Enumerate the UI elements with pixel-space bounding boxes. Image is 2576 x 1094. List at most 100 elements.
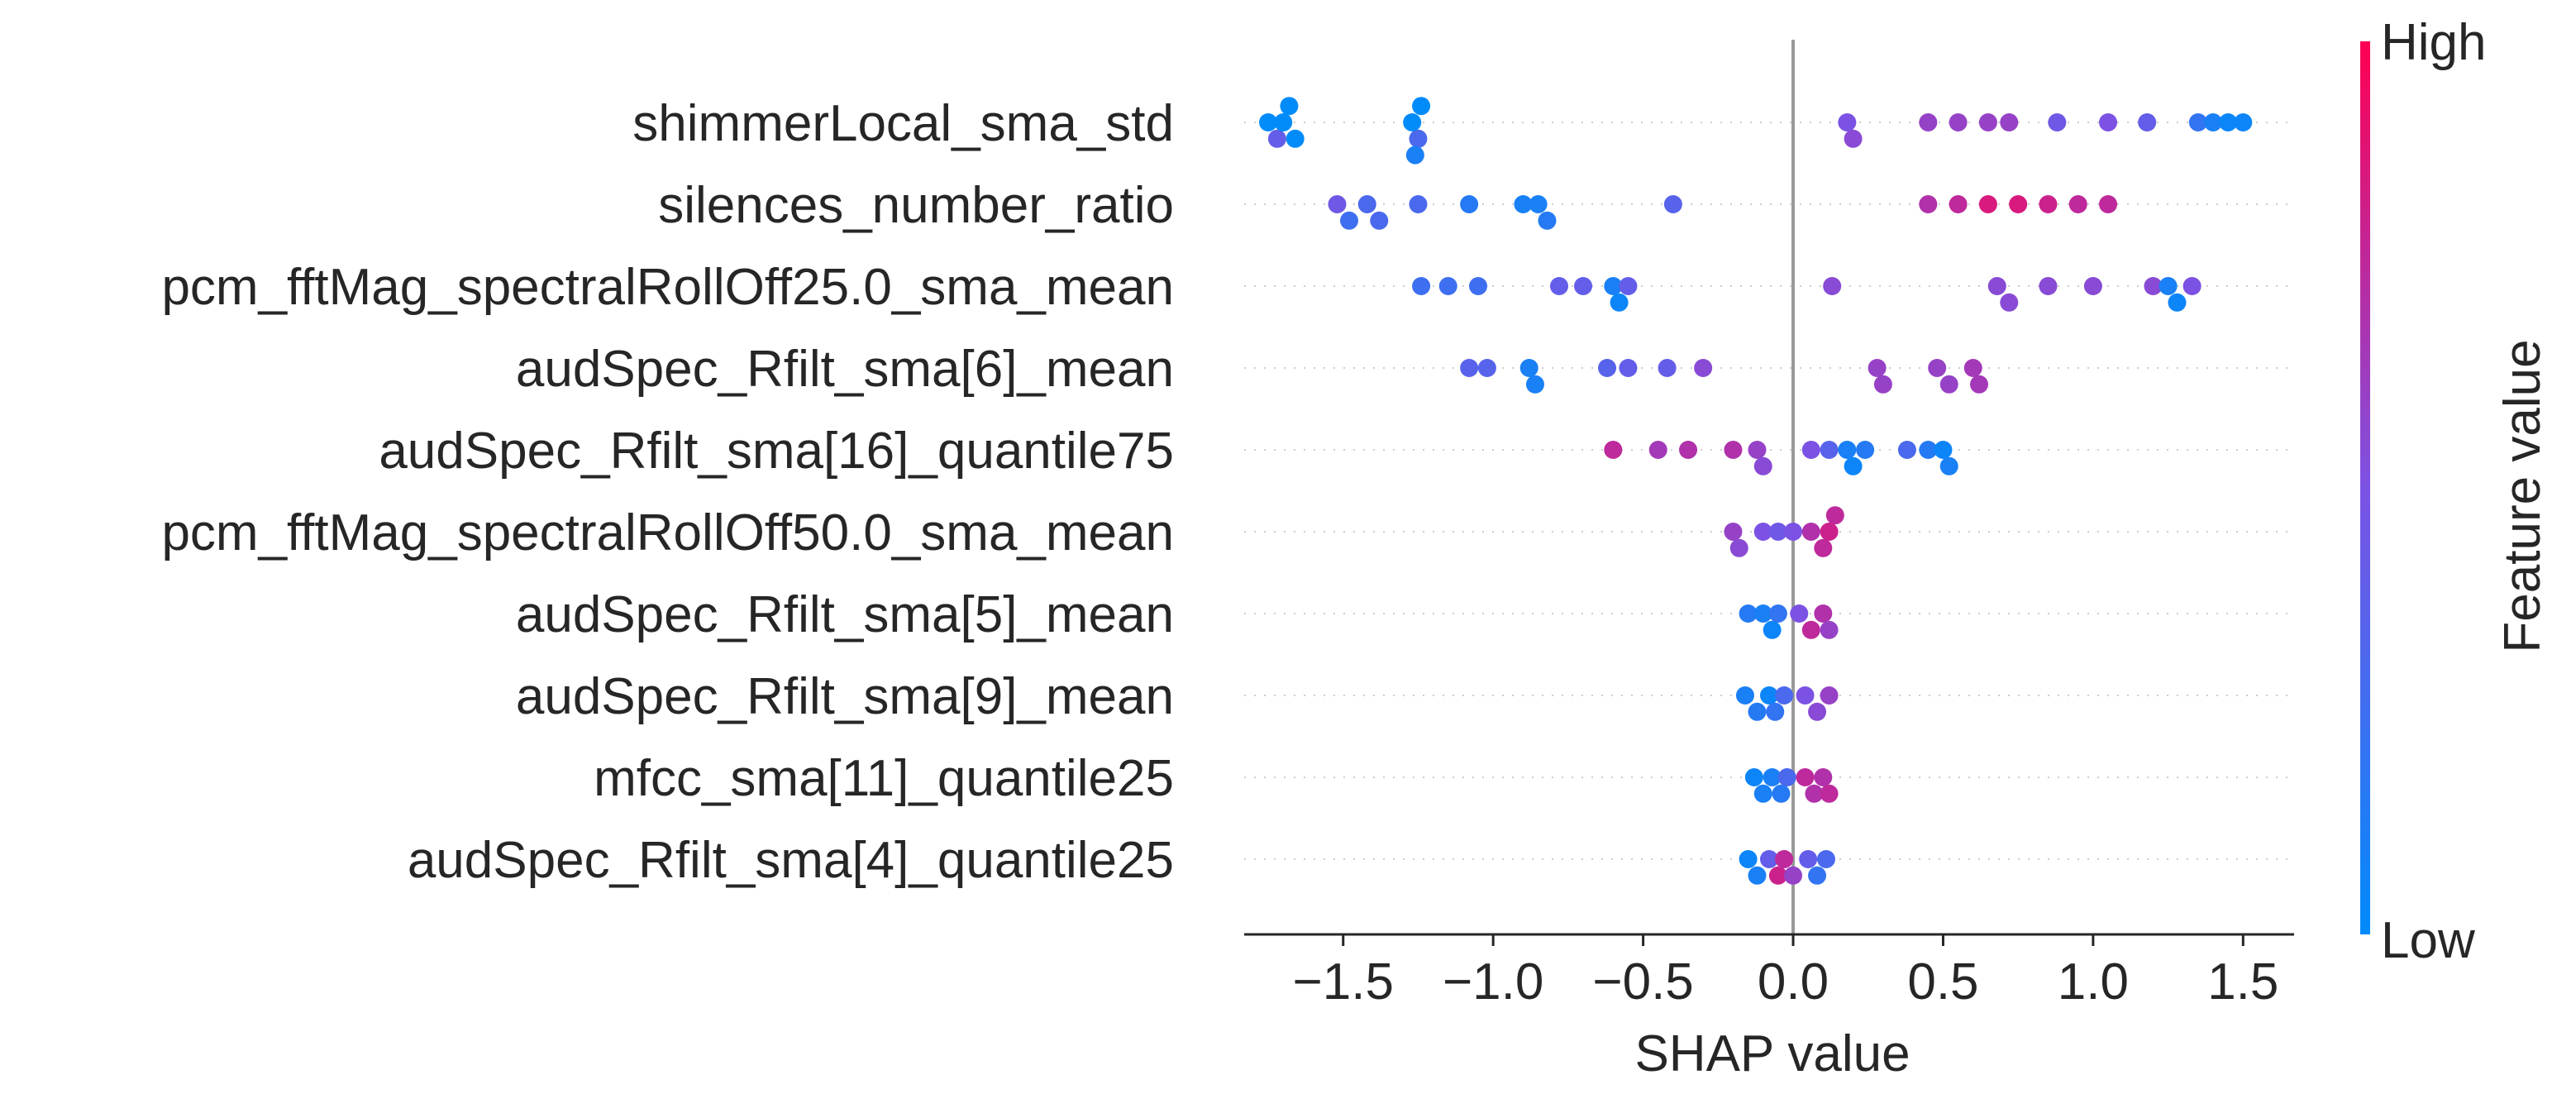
shap-point (1340, 211, 1358, 230)
shap-point (1820, 523, 1839, 541)
shap-point (1814, 604, 1833, 623)
x-tick-label: −1.5 (1293, 953, 1394, 1010)
shap-point (1814, 768, 1833, 786)
feature-label: silences_number_ratio (658, 177, 1174, 234)
shap-point (1768, 866, 1787, 885)
shap-point (1978, 195, 1997, 213)
shap-point (1753, 784, 1772, 803)
feature-label: mfcc_sma[11]_quantile25 (594, 750, 1174, 807)
shap-point (1538, 211, 1557, 230)
shap-point (1619, 277, 1638, 295)
shap-point (1658, 359, 1677, 377)
shap-point (1519, 359, 1538, 377)
feature-label: pcm_fftMag_spectralRollOff50.0_sma_mean (161, 504, 1174, 561)
colorbar-high-label: High (2381, 14, 2487, 71)
colorbar: High Low Feature value (2360, 14, 2551, 969)
shap-point (1724, 441, 1743, 459)
shap-point (1604, 441, 1623, 459)
shap-point (1939, 456, 1958, 475)
shap-point (1574, 277, 1593, 295)
shap-point (2099, 195, 2118, 213)
shap-point (1772, 784, 1791, 803)
shap-point (1820, 441, 1839, 459)
shap-point (1799, 850, 1818, 868)
shap-point (1370, 211, 1389, 230)
shap-point (1820, 620, 1839, 639)
shap-point (1760, 850, 1778, 868)
shap-point (1729, 538, 1748, 557)
feature-rows: shimmerLocal_sma_std silences_number_rati… (161, 95, 2294, 889)
shap-point (1970, 375, 1988, 394)
shap-point (1259, 113, 1278, 131)
shap-point (2009, 195, 2028, 213)
shap-point (1775, 686, 1794, 705)
shap-point (1525, 375, 1544, 394)
shap-point (1820, 784, 1839, 803)
shap-point (2000, 113, 2019, 131)
x-axis-title: SHAP value (1634, 1025, 1910, 1082)
shap-point (1844, 129, 1863, 148)
shap-point (1648, 441, 1667, 459)
shap-point (1766, 702, 1785, 721)
shap-point (2039, 277, 2058, 295)
shap-point (1679, 441, 1698, 459)
shap-point (1805, 784, 1824, 803)
shap-point (2182, 277, 2202, 295)
shap-point (1823, 277, 1842, 295)
shap-point (1604, 277, 1623, 295)
shap-point (1274, 113, 1293, 131)
shap-point (1460, 195, 1479, 213)
shap-point (1403, 113, 1422, 131)
shap-point (1460, 359, 1479, 377)
shap-point (1763, 768, 1782, 786)
shap-point (1694, 359, 1713, 377)
shap-point (1405, 146, 1424, 165)
shap-point (1514, 195, 1533, 213)
shap-point (1739, 604, 1758, 623)
colorbar-low-label: Low (2381, 912, 2475, 969)
shap-point (1412, 277, 1431, 295)
shap-point (2048, 113, 2067, 131)
shap-point (1949, 113, 1968, 131)
shap-point (1814, 538, 1833, 557)
shap-point (1550, 277, 1568, 295)
shap-point (1808, 702, 1827, 721)
shap-point (1748, 866, 1767, 885)
shap-points (1259, 97, 2253, 885)
shap-point (1328, 195, 1347, 213)
x-tick-label: 0.0 (1758, 953, 1829, 1010)
shap-point (2068, 195, 2087, 213)
shap-point (1873, 375, 1892, 394)
feature-label: audSpec_Rfilt_sma[16]_quantile75 (379, 423, 1174, 480)
shap-point (1280, 97, 1299, 116)
feature-label: audSpec_Rfilt_sma[5]_mean (516, 586, 1174, 643)
shap-point (1868, 359, 1887, 377)
shap-point (2039, 195, 2058, 213)
shap-point (1838, 113, 1857, 131)
shap-point (1357, 195, 1376, 213)
shap-point (1598, 359, 1617, 377)
shap-point (1784, 866, 1803, 885)
shap-point (1820, 686, 1839, 705)
shap-point (1768, 523, 1787, 541)
x-axis: −1.5 −1.0 −0.5 0.0 0.5 1.0 1.5 (1244, 933, 2294, 1010)
shap-point (1796, 768, 1815, 786)
shap-point (2234, 113, 2253, 131)
shap-point (1801, 523, 1820, 541)
shap-point (2168, 293, 2187, 312)
feature-label: shimmerLocal_sma_std (632, 95, 1174, 152)
shap-point (1856, 441, 1875, 459)
shap-point (1801, 620, 1820, 639)
shap-point (2000, 293, 2019, 312)
shap-point (1816, 850, 1835, 868)
shap-point (2159, 277, 2178, 295)
shap-point (2144, 277, 2163, 295)
shap-point (1753, 604, 1772, 623)
shap-point (1619, 359, 1638, 377)
shap-point (1438, 277, 1457, 295)
shap-point (1744, 768, 1763, 786)
x-tick-label: −1.0 (1443, 953, 1543, 1010)
shap-point (1267, 129, 1286, 148)
